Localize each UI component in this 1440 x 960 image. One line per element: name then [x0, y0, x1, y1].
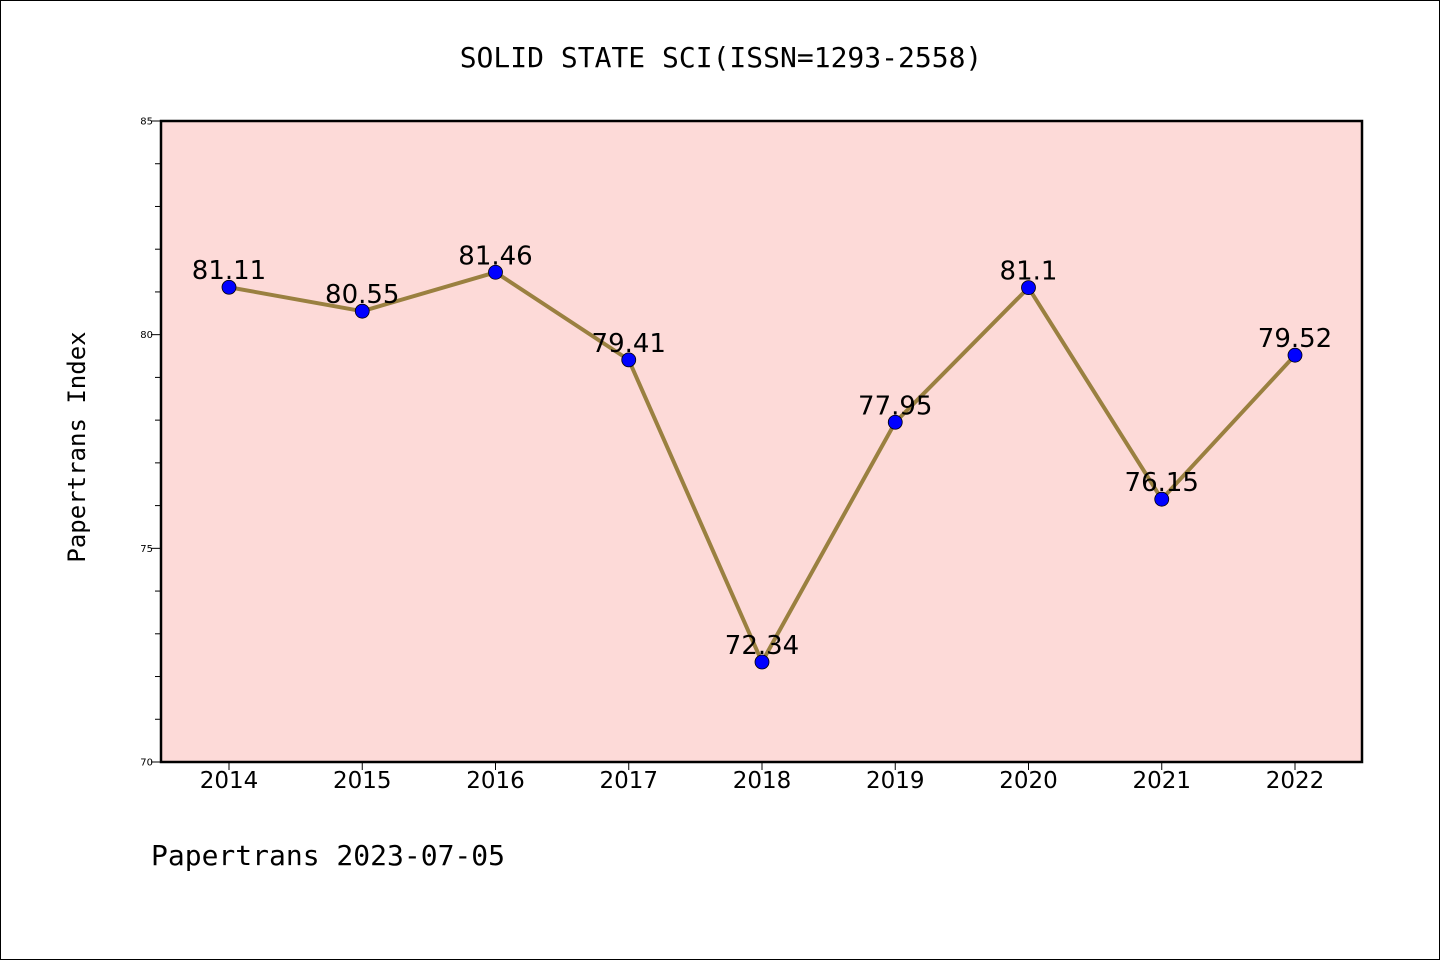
- data-label: 79.41: [592, 329, 666, 359]
- data-point: [1154, 491, 1170, 507]
- x-tick-label: 2016: [466, 768, 525, 794]
- data-point: [754, 654, 770, 670]
- data-label-layer: 81.11 80.55 81.46 79.41 72.34 77.95 81.1 76.15 7…: [192, 241, 1332, 661]
- x-tick-label: 2015: [333, 768, 392, 794]
- y-tick-label: 80: [140, 330, 153, 341]
- chart-title: SOLID STATE SCI(ISSN=1293-2558): [460, 41, 983, 74]
- x-tick-label: 2014: [200, 768, 259, 794]
- y-tick-label: 70: [140, 758, 153, 769]
- data-point: [354, 303, 370, 319]
- x-tick-label: 2017: [599, 768, 658, 794]
- data-label: 79.52: [1258, 324, 1332, 354]
- data-label: 80.55: [325, 280, 399, 310]
- data-point: [221, 279, 237, 295]
- x-tick-label: 2021: [1132, 768, 1191, 794]
- data-label: 81.1: [1000, 257, 1058, 287]
- x-tick-label: 2020: [999, 768, 1058, 794]
- data-point: [621, 352, 637, 368]
- data-label: 76.15: [1125, 468, 1199, 498]
- footer-text: Papertrans 2023-07-05: [151, 839, 505, 872]
- data-label: 72.34: [725, 631, 799, 661]
- data-point: [1287, 347, 1303, 363]
- y-tick-label: 85: [140, 117, 153, 128]
- y-tick-label: 75: [140, 544, 153, 555]
- plot-border: [159, 119, 1364, 764]
- data-point: [488, 264, 503, 280]
- y-axis-label: Papertrans Index: [63, 331, 91, 562]
- data-point: [887, 414, 903, 430]
- x-tick-label: 2018: [733, 768, 792, 794]
- data-label: 81.11: [192, 256, 266, 286]
- series-layer: [221, 264, 1303, 670]
- data-label: 81.46: [458, 241, 532, 271]
- data-label: 77.95: [858, 391, 932, 421]
- x-axis: 2014 2015 2016 2017 2018 2019 2020 2021 2022: [200, 762, 1325, 794]
- x-tick-label: 2019: [866, 768, 925, 794]
- data-point: [1021, 280, 1036, 296]
- y-axis: 70 75 80 85: [140, 117, 161, 769]
- x-tick-label: 2022: [1266, 768, 1325, 794]
